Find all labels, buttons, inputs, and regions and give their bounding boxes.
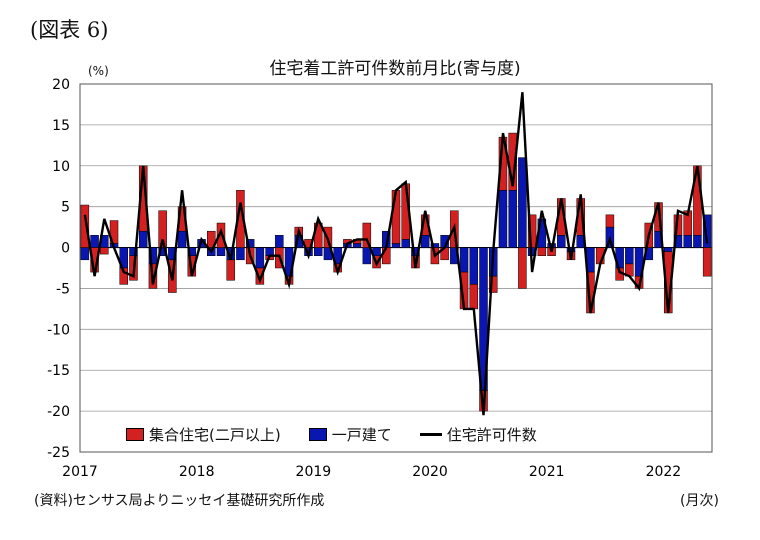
bar-single	[420, 235, 430, 248]
bar-single	[625, 247, 634, 265]
bar-single	[518, 157, 527, 248]
bar-single	[498, 190, 508, 248]
bar-multi	[537, 247, 547, 256]
bar-multi	[226, 259, 235, 281]
legend-label-total: 住宅許可件数	[446, 426, 537, 444]
legend-label-multi: 集合住宅(二戸以上)	[149, 426, 281, 444]
bar-multi	[100, 247, 109, 255]
legend-label-single: 一戸建て	[331, 426, 392, 444]
bar-multi	[362, 222, 372, 248]
x-tick-label: 2020	[412, 464, 448, 480]
y-tick-label: 10	[52, 159, 70, 175]
bar-multi	[518, 247, 527, 289]
x-tick-label: 2018	[179, 464, 215, 480]
y-tick-label: 15	[52, 118, 70, 134]
bar-multi	[488, 275, 498, 293]
bar-multi	[605, 214, 615, 228]
bar-single	[469, 247, 479, 285]
bar-multi	[80, 204, 90, 248]
bar-single	[401, 239, 410, 248]
line-total	[83, 92, 709, 416]
bar-multi	[109, 220, 119, 244]
x-axis-unit: (月次)	[680, 493, 719, 509]
legend: 集合住宅(二戸以上) 一戸建て 住宅許可件数	[120, 422, 543, 447]
y-tick-label: 5	[61, 200, 70, 216]
x-tick-label: 2019	[296, 464, 332, 480]
bar-multi	[158, 210, 167, 248]
y-tick-label: -5	[56, 281, 70, 297]
x-tick-label: 2022	[646, 464, 682, 480]
bar-single	[216, 247, 226, 256]
bar-multi	[255, 267, 265, 285]
bar-single	[683, 235, 692, 248]
y-tick-label: -25	[47, 445, 70, 461]
bar-single	[80, 247, 90, 261]
bar-single	[177, 230, 187, 248]
x-tick-label: 2017	[62, 464, 98, 480]
bar-multi	[527, 214, 537, 248]
legend-swatch-single	[308, 428, 327, 441]
bar-single	[508, 190, 517, 248]
bar-single	[236, 247, 245, 261]
bar-single	[90, 235, 99, 248]
y-tick-label: -15	[47, 363, 70, 379]
legend-item-total: 住宅許可件数	[419, 424, 537, 445]
y-axis-unit: (%)	[88, 64, 109, 78]
bar-single	[557, 235, 566, 248]
bar-single	[362, 247, 372, 265]
plot-border	[79, 83, 713, 453]
bar-single	[138, 230, 148, 248]
legend-item-multi: 集合住宅(二戸以上)	[126, 424, 281, 445]
bar-single	[313, 247, 323, 256]
bar-multi	[216, 222, 226, 248]
bar-single	[664, 247, 673, 252]
bar-multi	[469, 284, 479, 310]
legend-swatch-multi	[126, 428, 144, 441]
bar-single	[275, 235, 284, 248]
bar-single	[255, 247, 265, 269]
bar-single	[459, 247, 469, 273]
y-tick-label: 0	[61, 241, 70, 257]
y-tick-label: -10	[47, 322, 70, 338]
bar-multi	[391, 190, 401, 244]
bar-multi	[119, 267, 128, 285]
figure-label: (図表 6)	[30, 18, 109, 42]
bar-multi	[207, 230, 216, 248]
bar-multi	[702, 247, 712, 277]
bar-single	[352, 243, 362, 248]
source-note: (資料)センサス局よりニッセイ基礎研究所作成	[34, 493, 325, 509]
y-tick-label: 20	[52, 77, 70, 93]
legend-swatch-total	[419, 433, 442, 436]
legend-item-single: 一戸建て	[308, 424, 392, 445]
y-tick-label: -20	[47, 404, 70, 420]
bar-single	[693, 235, 702, 248]
x-tick-label: 2021	[529, 464, 565, 480]
bar-single	[391, 243, 401, 248]
chart-title: 住宅着工許可件数前月比(寄与度)	[269, 59, 521, 79]
